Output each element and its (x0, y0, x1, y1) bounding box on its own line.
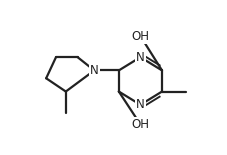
Text: N: N (136, 51, 144, 64)
Text: N: N (136, 98, 144, 111)
Text: OH: OH (131, 118, 149, 131)
Text: OH: OH (131, 30, 149, 43)
Text: N: N (89, 64, 98, 77)
